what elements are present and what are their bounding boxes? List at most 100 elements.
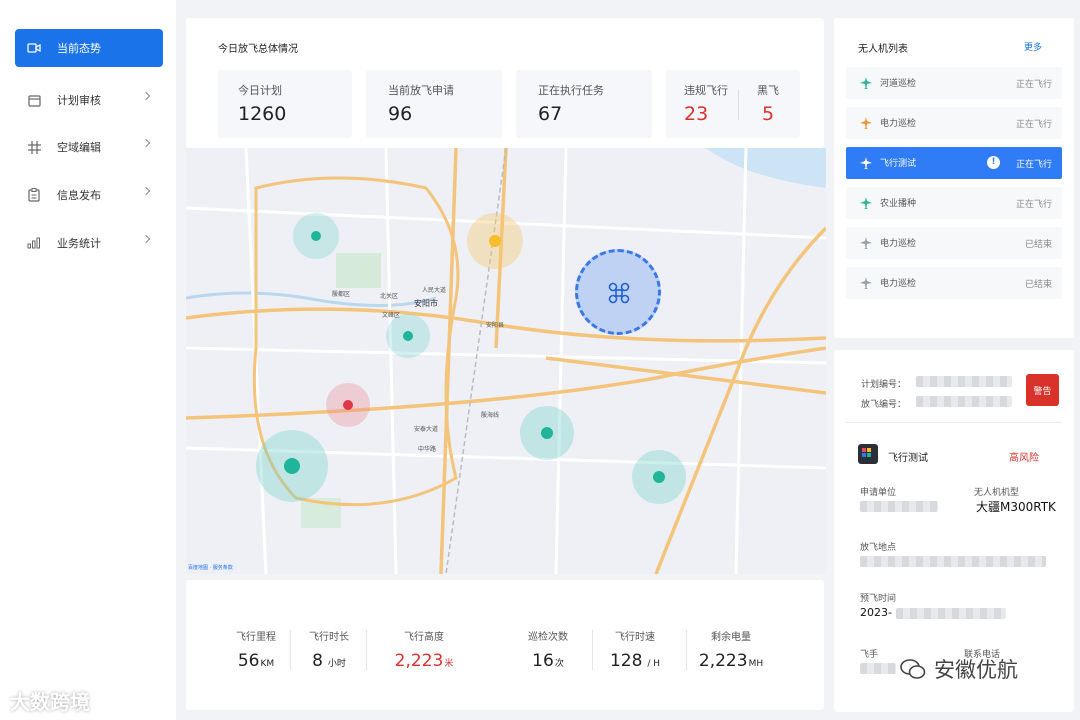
stat-label: 剩余电量 xyxy=(711,632,751,643)
map-label: 中华路 xyxy=(418,446,437,453)
drone-status: 已结束 xyxy=(1024,240,1052,250)
map-label: 文峰区 xyxy=(382,312,401,319)
stat-label: 黑飞 xyxy=(757,84,779,97)
airplane-icon xyxy=(860,237,872,249)
sidebar-item-label: 计划审核 xyxy=(57,94,101,107)
stat-label: 飞行时长 xyxy=(309,632,349,643)
stat-unit: 小时 xyxy=(327,659,346,669)
drone-name: 电力巡检 xyxy=(880,239,917,249)
stat-duration: 飞行时长 8 小时 xyxy=(298,628,360,671)
chevron-right-icon xyxy=(141,138,151,148)
marker-dot xyxy=(541,427,553,439)
sidebar-item-statistics[interactable]: 业务统计 xyxy=(15,224,163,262)
redacted-value xyxy=(860,501,938,512)
sidebar-item-airspace-edit[interactable]: 空域编辑 xyxy=(15,128,163,166)
sidebar: 当前态势 计划审核 空域编辑 信息发布 业务统计 xyxy=(0,0,176,720)
divider xyxy=(366,630,367,670)
map-canvas[interactable] xyxy=(186,148,826,574)
stat-value: 1260 xyxy=(238,103,287,125)
time-label: 预飞时间 xyxy=(860,594,897,604)
location-label: 放飞地点 xyxy=(860,543,897,553)
redacted-value xyxy=(896,608,1006,619)
map-attribution[interactable]: 百度地图 · 服务条款 xyxy=(188,565,233,571)
phone-label: 联系电话 xyxy=(964,650,1001,660)
stat-mileage: 飞行里程 56KM xyxy=(226,628,286,671)
chevron-right-icon xyxy=(141,234,151,244)
watermark-left: 大数跨境 xyxy=(10,690,90,714)
stat-card-violations[interactable]: 违规飞行 23 黑飞 5 xyxy=(666,70,800,138)
drone-marker[interactable] xyxy=(293,213,339,259)
clipboard-icon xyxy=(27,188,41,202)
drone-list-item[interactable]: 电力巡检 正在飞行 xyxy=(846,107,1062,139)
stat-altitude: 飞行高度 2,223米 xyxy=(390,628,458,671)
drone-list-item[interactable]: 河道巡检 正在飞行 xyxy=(846,67,1062,99)
stat-label: 违规飞行 xyxy=(684,84,728,97)
drone-marker[interactable] xyxy=(386,314,430,358)
stat-value-black-flights: 5 xyxy=(762,103,775,125)
divider xyxy=(686,630,687,670)
stat-patrol-count: 巡检次数 16次 xyxy=(516,628,580,671)
drone-marker-warning[interactable] xyxy=(467,213,523,269)
sidebar-item-label: 业务统计 xyxy=(57,237,101,250)
drone-name: 电力巡检 xyxy=(880,119,917,129)
marker-dot xyxy=(489,235,501,247)
alert-button[interactable]: 警告 xyxy=(1026,374,1059,406)
stat-value: 128 xyxy=(609,651,643,671)
sidebar-item-label: 当前态势 xyxy=(57,42,101,55)
task-name: 飞行测试 xyxy=(888,453,928,464)
stat-value-violations: 23 xyxy=(684,103,709,125)
flight-number-label: 放飞编号： xyxy=(861,400,907,410)
drone-name: 农业播种 xyxy=(880,199,917,209)
stat-card-active-tasks[interactable]: 正在执行任务 67 xyxy=(516,70,652,138)
warning-icon: ! xyxy=(987,156,1000,169)
drone-list-item[interactable]: 农业播种 正在飞行 xyxy=(846,187,1062,219)
stat-value: 67 xyxy=(538,103,563,125)
drone-list-item-selected[interactable]: 飞行测试 ! 正在飞行 xyxy=(846,147,1062,179)
sidebar-item-situation[interactable]: 当前态势 xyxy=(15,29,163,67)
drone-marker[interactable] xyxy=(632,450,686,504)
more-link[interactable]: 更多 xyxy=(1023,43,1042,53)
drone-marker[interactable] xyxy=(256,430,328,502)
map-label: 安泰大道 xyxy=(414,426,439,433)
risk-level: 高风险 xyxy=(1009,453,1039,464)
drone-list-item[interactable]: 电力巡检 已结束 xyxy=(846,267,1062,299)
redacted-value xyxy=(916,396,1012,407)
drone-marker-alert[interactable] xyxy=(326,383,370,427)
stat-value: 16 xyxy=(532,651,554,671)
drone-icon xyxy=(608,282,630,304)
drone-list-item[interactable]: 电力巡检 已结束 xyxy=(846,227,1062,259)
sidebar-item-plan-review[interactable]: 计划审核 xyxy=(15,81,163,119)
stat-card-current-applications[interactable]: 当前放飞申请 96 xyxy=(366,70,502,138)
divider xyxy=(846,422,1062,423)
stat-label: 正在执行任务 xyxy=(538,84,604,97)
chevron-right-icon xyxy=(141,91,151,101)
divider xyxy=(738,90,739,120)
stat-label: 飞行时速 xyxy=(615,632,655,643)
marker-dot xyxy=(284,458,300,474)
drone-status: 正在飞行 xyxy=(1015,80,1052,90)
stat-card-today-plan[interactable]: 今日计划 1260 xyxy=(218,70,352,138)
map-label: 殷都区 xyxy=(332,291,351,298)
overview-panel: 今日放飞总体情况 今日计划 1260 当前放飞申请 96 正在执行任务 67 违… xyxy=(186,18,824,148)
grid-icon xyxy=(27,140,41,154)
stat-unit: 米 xyxy=(444,659,454,669)
wechat-icon xyxy=(900,659,926,679)
bar-chart-icon xyxy=(27,236,41,250)
airplane-icon xyxy=(860,77,872,89)
drone-marker-selected[interactable] xyxy=(575,249,661,335)
stat-label: 飞行高度 xyxy=(404,632,444,643)
chevron-right-icon xyxy=(141,186,151,196)
sidebar-item-info-publish[interactable]: 信息发布 xyxy=(15,176,163,214)
stat-value: 96 xyxy=(388,103,413,125)
stat-unit: MH xyxy=(748,659,764,669)
flight-stats-panel: 飞行里程 56KM 飞行时长 8 小时 飞行高度 2,223米 巡检次数 16次 … xyxy=(186,580,824,710)
map-label-city: 安阳市 xyxy=(414,299,438,308)
sidebar-item-label: 信息发布 xyxy=(57,189,101,202)
stat-unit: KM xyxy=(260,659,275,669)
time-value: 2023- xyxy=(860,606,892,619)
stat-value: 8 xyxy=(312,651,323,671)
drone-list-title: 无人机列表 xyxy=(858,44,908,55)
map[interactable]: 安阳市 北关区 文峰区 殷都区 安阳县 殷海线 安泰大道 人民大道 中华路 百度… xyxy=(186,148,826,574)
redacted-value xyxy=(916,376,1012,387)
drone-marker[interactable] xyxy=(520,406,574,460)
